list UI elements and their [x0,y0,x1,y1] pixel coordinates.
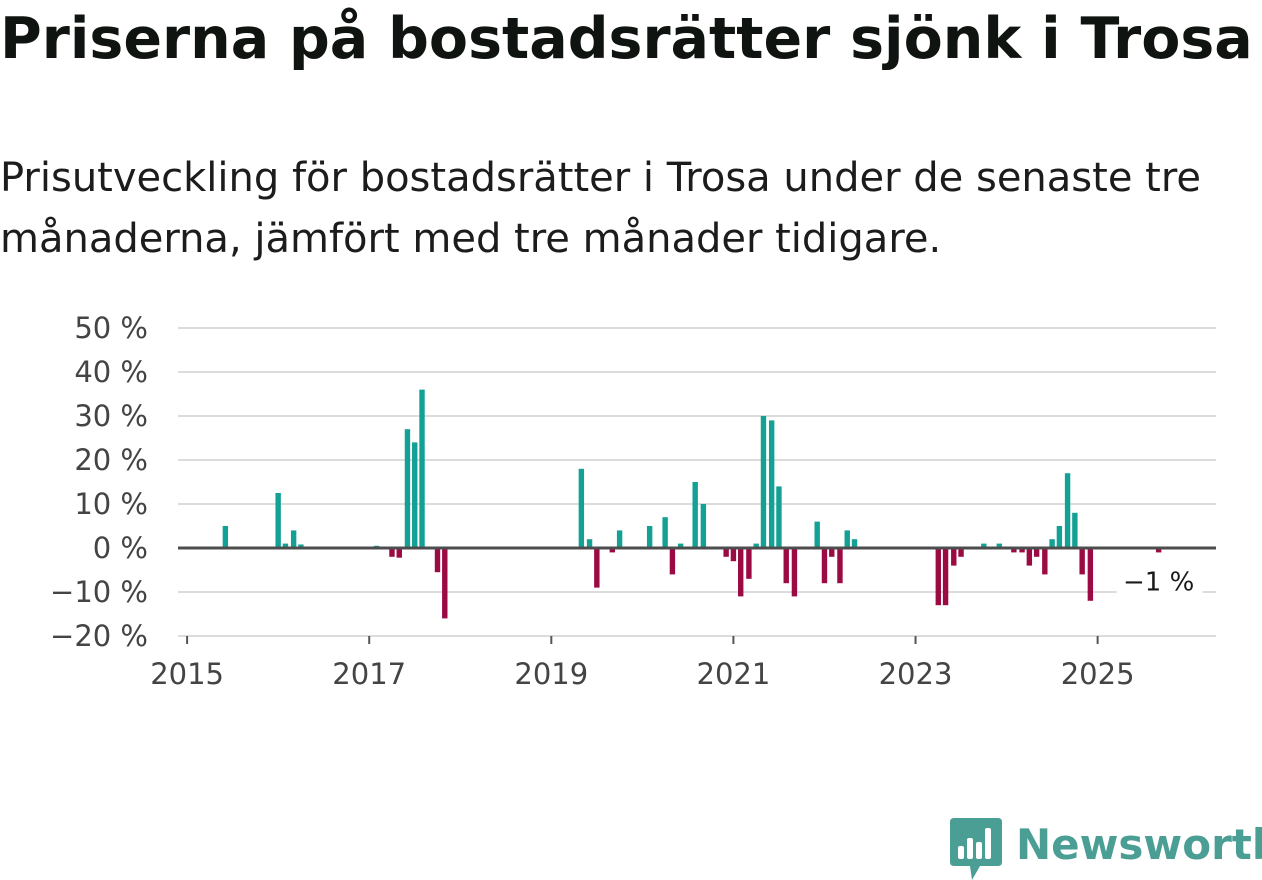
bar [1033,548,1040,557]
bar [760,416,767,548]
chart-title: Priserna på bostadsrätter sjönk i Trosa [0,6,1253,72]
bar [677,543,684,548]
bar [282,543,289,548]
y-tick-label: −20 % [50,619,148,653]
bar [996,543,1002,548]
bar [1056,526,1063,548]
bar [700,504,707,548]
bar [404,429,411,548]
y-tick-label: 40 % [74,355,148,389]
bar [434,548,441,573]
newsworthy-logo-icon [950,818,1002,880]
bar [738,548,744,597]
x-tick-label: 2025 [1061,657,1135,691]
x-tick-label: 2019 [514,657,588,691]
x-tick-label: 2021 [697,657,771,691]
bar [951,548,957,566]
bar [396,548,402,558]
last-value-label: −1 % [1123,567,1194,597]
newsworthy-logo: Newsworthy [950,818,1262,880]
bar [1064,473,1071,548]
bar [609,548,616,553]
bar [646,526,653,548]
bar [586,539,593,548]
bar [829,548,835,557]
bar [275,493,281,548]
bar [958,548,964,557]
bar [1049,539,1055,548]
bar [746,548,752,579]
bar [662,517,668,548]
bar [821,548,828,584]
y-axis-labels: −20 % −10 % 0 % 10 % 20 % 30 % 40 % 50 % [50,311,148,653]
bar [669,548,676,575]
bar [837,548,843,584]
bar [753,543,759,548]
bar [791,548,798,597]
bar [692,482,698,548]
bar [1011,548,1017,553]
x-tick-label: 2023 [879,657,953,691]
bar [290,530,297,548]
bar [814,521,820,548]
bar [935,548,941,606]
last-value-label-bg [1116,564,1203,599]
bar [616,530,623,548]
bars [222,389,1162,619]
y-tick-label: 0 % [93,531,148,565]
bar [730,548,737,562]
bar [1079,548,1085,575]
chart-subtitle: Prisutveckling för bostadsrätter i Trosa… [0,155,1201,262]
y-tick-label: 20 % [74,443,148,477]
bar [981,543,987,548]
bar [844,530,850,548]
y-tick-label: 30 % [74,399,148,433]
brand-name: Newsworthy [1016,820,1262,869]
bar [768,420,775,548]
bar [298,544,304,548]
y-tick-label: 10 % [74,487,148,521]
bar [442,548,448,619]
bar [1026,548,1033,566]
x-tick-label: 2017 [332,657,406,691]
bar [942,548,949,606]
bar [783,548,789,584]
bar [594,548,600,588]
annotations: −1 % [1116,564,1203,599]
y-tick-label: 50 % [74,311,148,345]
bar [1087,548,1094,601]
bar [222,526,229,548]
bar [389,548,395,557]
bar-chart: −20 %−10 %0 %10 %20 %30 %40 %50 % 2015 20… [50,311,1216,691]
bar [1072,512,1078,548]
x-tick-label: 2015 [150,657,224,691]
bar [419,389,425,548]
bar [412,442,418,548]
x-axis: 2015 2017 2019 2021 2023 2025 [150,636,1135,691]
bar [723,548,729,557]
bar [1019,548,1025,553]
bar [776,486,782,548]
y-tick-label: −10 % [50,575,148,609]
bar [1042,548,1048,575]
bar [851,539,858,548]
bar [578,468,585,548]
bar [1155,548,1162,553]
